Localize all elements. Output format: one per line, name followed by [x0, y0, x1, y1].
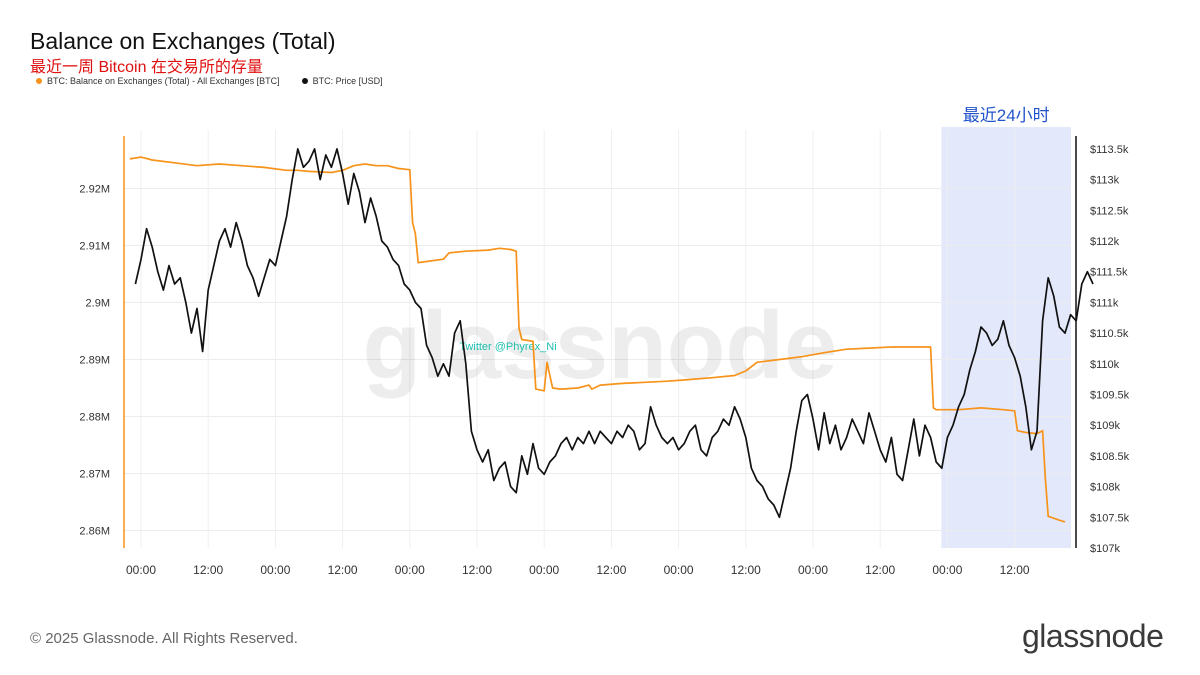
chart-legend: BTC: Balance on Exchanges (Total) - All …	[36, 76, 383, 86]
left-tick-label: 2.9M	[86, 298, 110, 310]
highlight-label: 最近24小时	[963, 106, 1050, 125]
right-tick-label: $110k	[1090, 359, 1120, 371]
x-tick-label: 12:00	[596, 563, 626, 577]
legend-label-balance: BTC: Balance on Exchanges (Total) - All …	[47, 76, 280, 86]
x-tick-label: 12:00	[328, 563, 358, 577]
right-tick-label: $108.5k	[1090, 451, 1130, 463]
chart-subtitle: 最近一周 Bitcoin 在交易所的存量	[30, 59, 263, 76]
right-tick-label: $109k	[1090, 420, 1120, 432]
legend-item-balance[interactable]: BTC: Balance on Exchanges (Total) - All …	[36, 76, 280, 86]
right-tick-label: $107k	[1090, 543, 1120, 555]
right-tick-label: $112k	[1090, 236, 1120, 248]
x-tick-label: 12:00	[1000, 563, 1030, 577]
left-tick-label: 2.87M	[79, 469, 110, 481]
x-tick-label: 00:00	[798, 563, 828, 577]
left-tick-label: 2.89M	[79, 355, 110, 367]
right-tick-label: $111k	[1090, 297, 1119, 309]
right-tick-label: $113.5k	[1090, 144, 1129, 156]
right-tick-label: $113k	[1090, 175, 1120, 187]
x-tick-label: 12:00	[865, 563, 895, 577]
x-tick-label: 00:00	[395, 563, 425, 577]
highlight-band	[941, 127, 1071, 548]
x-tick-label: 00:00	[529, 563, 559, 577]
x-tick-label: 12:00	[193, 563, 223, 577]
left-tick-label: 2.91M	[79, 241, 110, 253]
x-tick-label: 00:00	[664, 563, 694, 577]
footer-logo[interactable]: glassnode	[1022, 618, 1164, 654]
series-line-price	[134, 148, 1094, 519]
x-tick-label: 12:00	[731, 563, 761, 577]
legend-item-price[interactable]: BTC: Price [USD]	[301, 76, 383, 86]
left-tick-label: 2.92M	[79, 184, 110, 196]
x-tick-label: 00:00	[260, 563, 290, 577]
legend-dot-price	[301, 78, 308, 84]
footer-copyright: © 2025 Glassnode. All Rights Reserved.	[30, 630, 298, 647]
right-tick-label: $107.5k	[1090, 512, 1130, 524]
left-tick-label: 2.86M	[79, 526, 110, 538]
legend-dot-balance	[36, 78, 42, 84]
right-tick-label: $110.5k	[1090, 328, 1129, 340]
right-tick-label: $108k	[1090, 482, 1120, 494]
twitter-tag: Twitter @Phyrex_Ni	[459, 341, 556, 353]
right-tick-label: $109.5k	[1090, 390, 1130, 402]
x-tick-label: 00:00	[126, 563, 156, 577]
right-tick-label: $112.5k	[1090, 205, 1129, 217]
x-tick-label: 00:00	[932, 563, 962, 577]
x-tick-label: 12:00	[462, 563, 492, 577]
left-tick-label: 2.88M	[79, 412, 110, 424]
chart-title: Balance on Exchanges (Total)	[30, 28, 336, 54]
legend-label-price: BTC: Price [USD]	[312, 76, 383, 86]
right-tick-label: $111.5k	[1090, 267, 1128, 279]
watermark: glassnode	[363, 292, 838, 399]
